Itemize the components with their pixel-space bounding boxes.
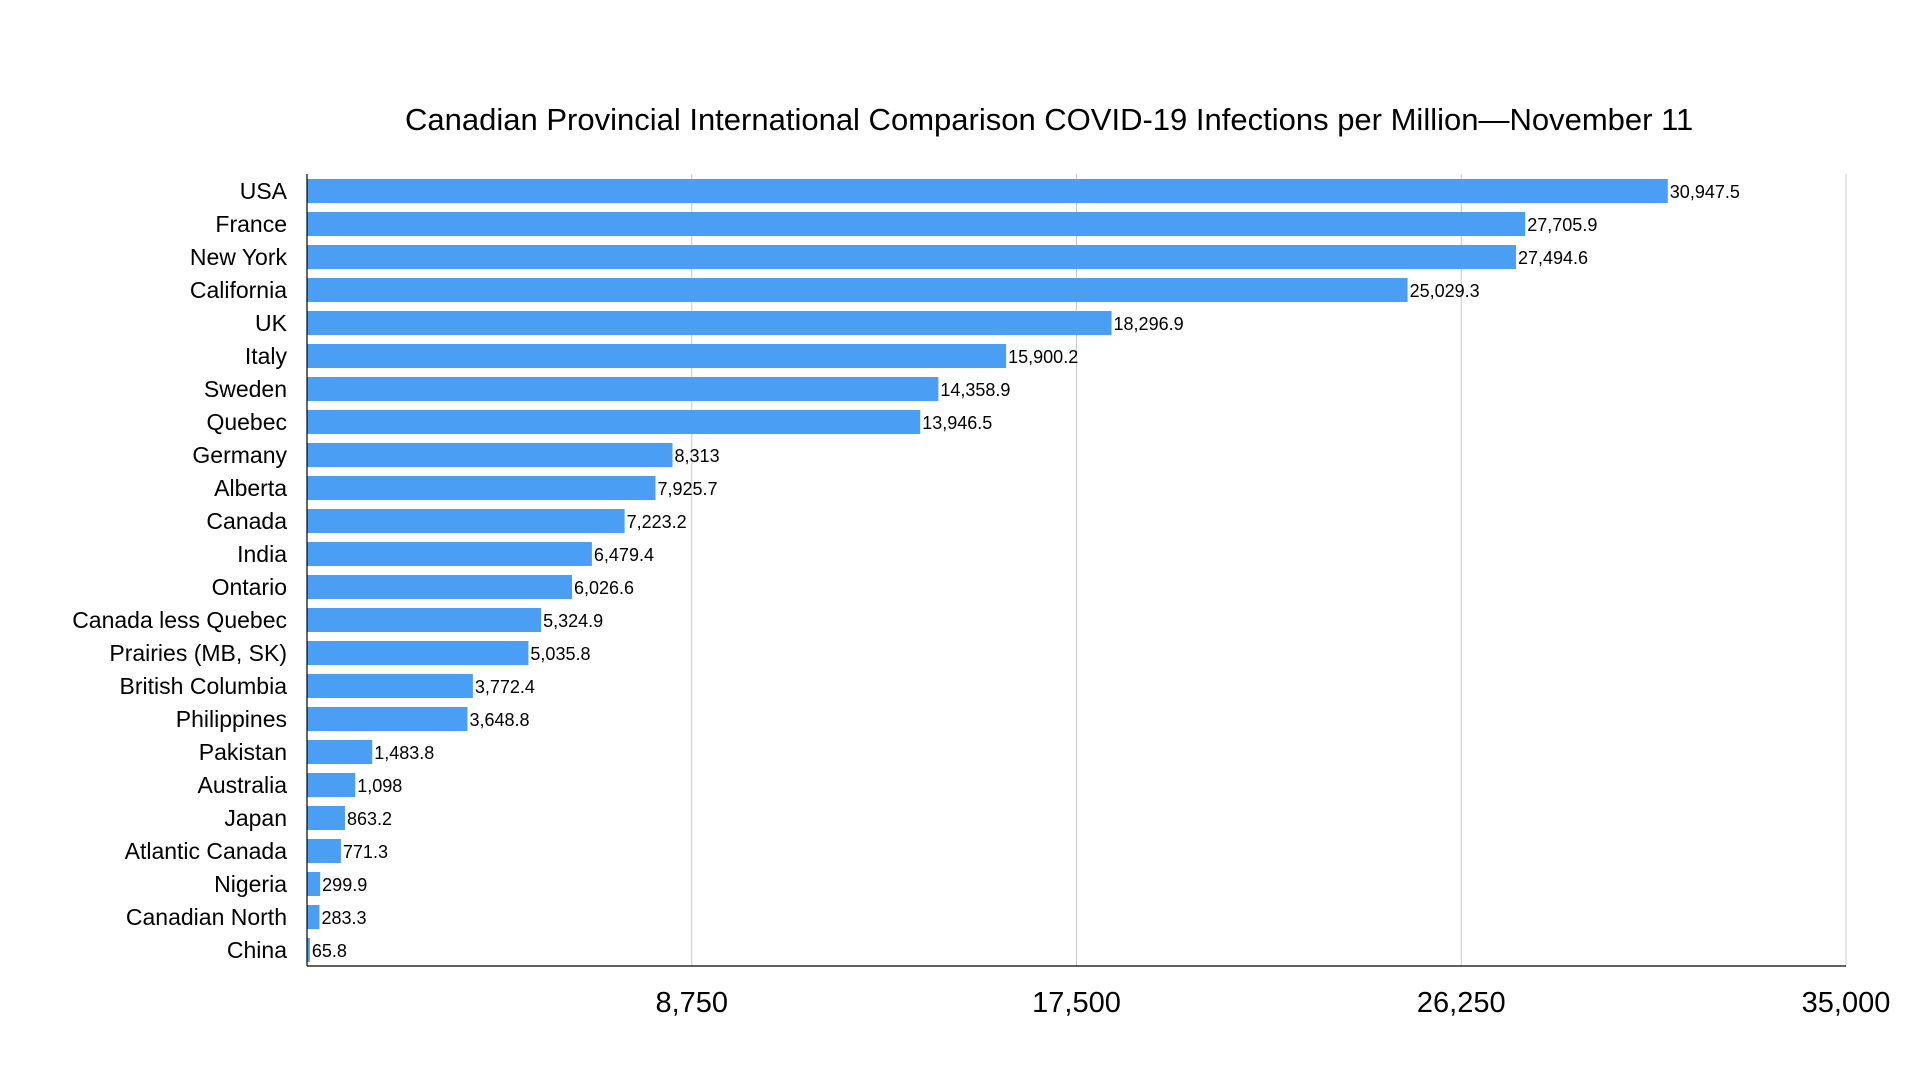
value-label: 5,324.9: [543, 611, 603, 631]
bar: [307, 509, 625, 533]
bar: [307, 476, 656, 500]
bar: [307, 872, 321, 896]
bar: [307, 806, 345, 830]
value-label: 27,494.6: [1518, 248, 1588, 268]
x-tick-label: 26,250: [1417, 987, 1506, 1019]
bar: [307, 773, 356, 797]
category-label: Italy: [245, 343, 288, 369]
value-label: 13,946.5: [922, 413, 992, 433]
category-label: Australia: [198, 772, 288, 798]
category-label: China: [227, 937, 287, 963]
bar: [307, 707, 468, 731]
value-label: 3,772.4: [475, 677, 535, 697]
value-label: 8,313: [675, 446, 720, 466]
bar: [307, 377, 939, 401]
bar: [307, 608, 542, 632]
bar: [307, 740, 373, 764]
category-label: Germany: [192, 442, 287, 468]
bar: [307, 839, 341, 863]
bar: [307, 542, 592, 566]
value-label: 25,029.3: [1410, 281, 1480, 301]
value-label: 7,925.7: [658, 479, 718, 499]
bar: [307, 674, 473, 698]
value-label: 6,479.4: [594, 545, 654, 565]
category-label: Philippines: [176, 706, 287, 732]
x-tick-label: 35,000: [1802, 987, 1891, 1019]
category-label: Nigeria: [214, 871, 287, 897]
value-label: 1,098: [357, 776, 402, 796]
bars: [307, 179, 1668, 962]
category-labels: USA France New York California UK Italy Sweden…: [72, 178, 287, 963]
value-label: 30,947.5: [1670, 182, 1740, 202]
value-labels: 30,947.5 27,705.9 27,494.6 25,029.3 18,296.9…: [312, 182, 1740, 961]
bar: [307, 212, 1526, 236]
category-label: India: [237, 541, 287, 567]
bar: [307, 938, 310, 962]
bar: [307, 278, 1408, 302]
category-label: Pakistan: [199, 739, 287, 765]
value-label: 15,900.2: [1008, 347, 1078, 367]
category-label: Quebec: [206, 409, 287, 435]
category-label: USA: [240, 178, 288, 204]
category-label: British Columbia: [120, 673, 288, 699]
bar: [307, 245, 1516, 269]
bar: [307, 443, 673, 467]
axes: [306, 174, 1846, 967]
value-label: 14,358.9: [940, 380, 1010, 400]
bar: [307, 179, 1668, 203]
value-label: 18,296.9: [1114, 314, 1184, 334]
value-label: 1,483.8: [374, 743, 434, 763]
category-label: Canada: [206, 508, 287, 534]
bar: [307, 311, 1112, 335]
bar: [307, 410, 921, 434]
bar: [307, 344, 1007, 368]
value-label: 7,223.2: [627, 512, 687, 532]
category-label: Japan: [224, 805, 287, 831]
value-label: 863.2: [347, 809, 392, 829]
value-label: 65.8: [312, 941, 347, 961]
category-label: Alberta: [214, 475, 287, 501]
category-label: Atlantic Canada: [125, 838, 288, 864]
x-tick-label: 17,500: [1032, 987, 1121, 1019]
category-label: New York: [190, 244, 288, 270]
value-label: 299.9: [322, 875, 367, 895]
value-label: 5,035.8: [530, 644, 590, 664]
value-label: 771.3: [343, 842, 388, 862]
category-label: Canadian North: [126, 904, 287, 930]
category-label: Prairies (MB, SK): [109, 640, 287, 666]
gridlines: [691, 174, 1847, 966]
category-label: Sweden: [204, 376, 287, 402]
value-label: 6,026.6: [574, 578, 634, 598]
bar: [307, 641, 529, 665]
category-label: Ontario: [212, 574, 287, 600]
value-label: 283.3: [321, 908, 366, 928]
category-label: California: [190, 277, 287, 303]
category-label: UK: [255, 310, 288, 336]
value-label: 27,705.9: [1527, 215, 1597, 235]
category-label: Canada less Quebec: [72, 607, 287, 633]
category-label: France: [215, 211, 287, 237]
x-tick-labels: 8,750 17,500 26,250 35,000: [655, 987, 1890, 1019]
value-label: 3,648.8: [469, 710, 529, 730]
chart-title: Canadian Provincial International Compar…: [405, 102, 1694, 137]
x-tick-label: 8,750: [655, 987, 728, 1019]
bar: [307, 575, 572, 599]
bar: [307, 905, 320, 929]
